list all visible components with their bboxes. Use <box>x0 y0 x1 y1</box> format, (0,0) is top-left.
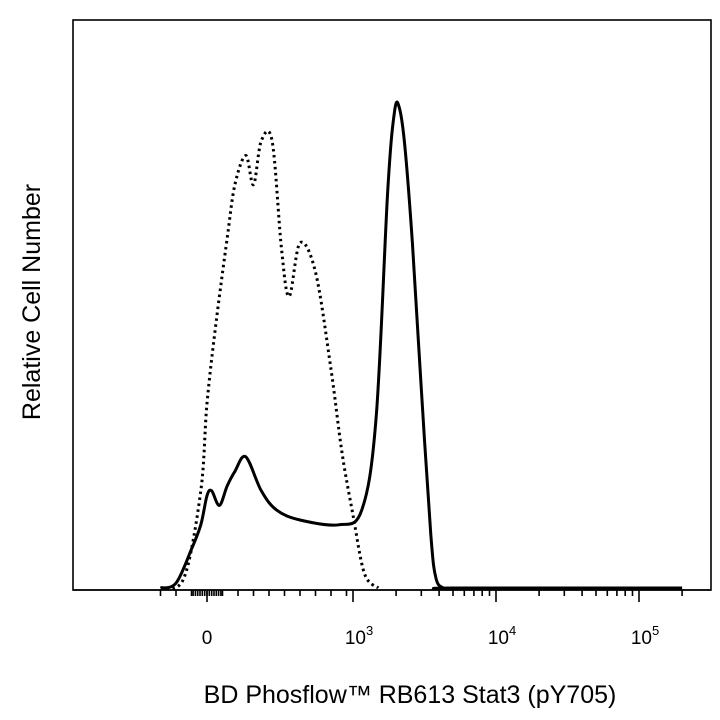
solid-histogram-series <box>160 100 683 591</box>
y-axis-title: Relative Cell Number <box>18 184 46 420</box>
series-layer <box>159 100 683 591</box>
x-tick-label: 105 <box>631 623 659 649</box>
dotted-histogram-series <box>159 129 380 591</box>
x-tick-label: 104 <box>488 623 516 649</box>
x-ticks <box>159 590 683 602</box>
x-tick-label: 103 <box>345 623 373 649</box>
x-tick-labels: 0 103 104 105 <box>202 623 659 649</box>
x-axis: 0 103 104 105 <box>73 589 711 649</box>
x-tick-label: 0 <box>202 628 213 649</box>
x-axis-title: BD Phosflow™ RB613 Stat3 (pY705) <box>204 681 617 709</box>
plot-frame <box>72 19 712 591</box>
